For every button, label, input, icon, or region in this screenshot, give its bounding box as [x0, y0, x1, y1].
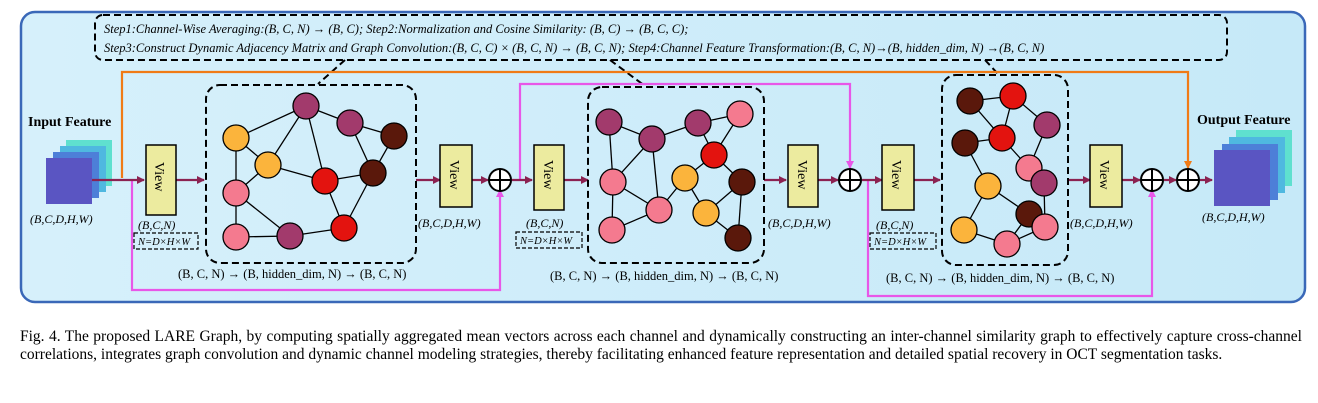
orange-skip-line: [120, 70, 1192, 178]
transform-label-3: (B, C, N) → (B, hidden_dim, N) → (B, C, …: [886, 271, 1114, 285]
input-feature-title: Input Feature: [28, 115, 111, 130]
pink-skip-line-2: [518, 82, 854, 180]
n-def-box-2: [515, 231, 583, 249]
pink-skip-line-1: [130, 180, 504, 292]
view-label-4: View: [794, 160, 809, 190]
graph-3-nodes: [950, 82, 1061, 258]
view-box-6: View: [1089, 144, 1123, 208]
n-def-box-3: [869, 232, 937, 250]
input-feature-cube: [46, 140, 112, 204]
steps-line-1: Step1:Channel-Wise Averaging:(B, C, N) →…: [104, 22, 688, 36]
bcdhw-label-1: (B,C,D,H,W): [418, 216, 481, 230]
view-box-5: View: [881, 144, 915, 211]
bcn-label-1: (B,C,N): [138, 218, 175, 232]
view-label-3: View: [540, 160, 555, 190]
view-label-1: View: [151, 162, 166, 192]
view-label-5: View: [888, 160, 903, 190]
steps-box: [94, 14, 1228, 61]
n-def-label-1: N=D×H×W: [137, 237, 191, 248]
output-shape-label: (B,C,D,H,W): [1202, 210, 1265, 224]
view-box-2: View: [439, 144, 473, 208]
graph-2-nodes: [595, 100, 756, 252]
lare-graph-diagram: Step1:Channel-Wise Averaging:(B, C, N) →…: [19, 10, 1307, 304]
n-def-box-1: [133, 232, 199, 250]
graph-box-2: [587, 86, 765, 264]
view-box-1: View: [145, 144, 177, 216]
graph-box-1: [205, 84, 417, 264]
output-feature-title: Output Feature: [1197, 113, 1290, 128]
n-def-label-2: N=D×H×W: [519, 236, 573, 247]
pink-skip-line-3: [866, 180, 1156, 298]
steps-line-2: Step3:Construct Dynamic Adjacency Matrix…: [104, 41, 1044, 55]
bcdhw-label-3: (B,C,D,H,W): [1070, 216, 1133, 230]
transform-label-1: (B, C, N) → (B, hidden_dim, N) → (B, C, …: [178, 267, 406, 281]
bcdhw-label-2: (B,C,D,H,W): [768, 216, 831, 230]
sum-node-4: [1176, 168, 1200, 192]
bcn-label-2: (B,C,N): [526, 216, 563, 230]
output-feature-cube: [1214, 130, 1292, 206]
view-label-2: View: [446, 160, 461, 190]
n-def-label-3: N=D×H×W: [873, 237, 927, 248]
sum-node-2: [838, 168, 862, 192]
figure-caption: Fig. 4. The proposed LARE Graph, by comp…: [20, 328, 1302, 363]
view-box-4: View: [787, 144, 819, 208]
sum-node-3: [1140, 168, 1164, 192]
transform-label-2: (B, C, N) → (B, hidden_dim, N) → (B, C, …: [550, 269, 778, 283]
graph-box-3: [941, 74, 1069, 266]
view-label-6: View: [1096, 160, 1111, 190]
bcn-label-3: (B,C,N): [876, 218, 913, 232]
graph-1-nodes: [222, 92, 408, 251]
view-box-3: View: [533, 144, 565, 211]
sum-node-1: [488, 168, 512, 192]
input-shape-label: (B,C,D,H,W): [30, 212, 93, 226]
